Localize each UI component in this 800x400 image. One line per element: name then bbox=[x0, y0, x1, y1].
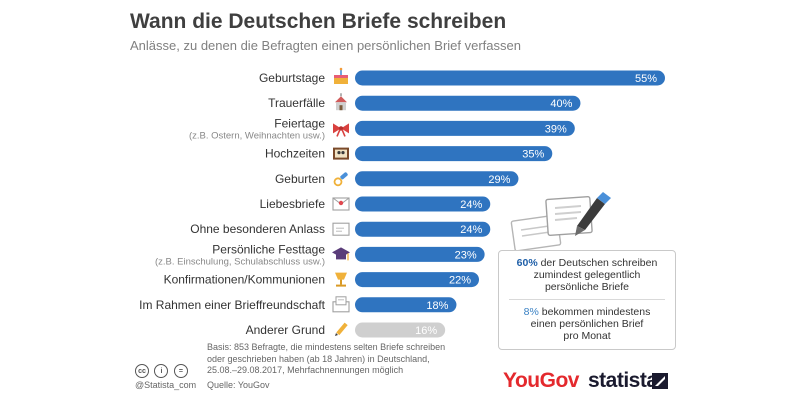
bow-icon bbox=[333, 123, 349, 136]
bar-value-label: 39% bbox=[545, 123, 567, 135]
statista-handle[interactable]: @Statista_com bbox=[135, 380, 196, 390]
category-label: Geburten bbox=[275, 172, 325, 186]
footnote-line-2: oder geschrieben haben (ab 18 Jahren) in… bbox=[207, 354, 430, 364]
category-sublabel: (z.B. Ostern, Weihnachten usw.) bbox=[189, 130, 325, 141]
category-label: Hochzeiten bbox=[265, 147, 325, 161]
callout-text-2a: bekommen mindestens bbox=[542, 306, 651, 318]
callout-pct-1: 60% bbox=[517, 257, 538, 269]
license-icons[interactable]: cc i = bbox=[135, 360, 189, 378]
yougov-logo[interactable]: YouGov bbox=[503, 369, 579, 393]
category-label: Liebesbriefe bbox=[260, 197, 326, 211]
callout-text-1b: zumindest gelegentlich bbox=[534, 269, 641, 281]
wedding-picture-icon bbox=[333, 148, 349, 160]
category-label: Feiertage bbox=[274, 116, 325, 130]
callout-text-1c: persönliche Briefe bbox=[545, 281, 629, 293]
bar-value-label: 55% bbox=[635, 73, 657, 85]
bar-value-label: 22% bbox=[449, 275, 471, 287]
bar-value-label: 23% bbox=[455, 249, 477, 261]
footnote-line-1: Basis: 853 Befragte, die mindestens selt… bbox=[207, 342, 445, 352]
bar bbox=[355, 121, 575, 136]
graduation-cap-icon bbox=[332, 247, 350, 260]
statista-mark-icon bbox=[652, 373, 668, 389]
bar-chart: 55% Geburtstage 40% Trauerfälle 39% Feiertage… bbox=[0, 0, 800, 400]
chalice-icon bbox=[335, 273, 347, 287]
bar bbox=[355, 96, 580, 111]
open-letter-icon bbox=[333, 297, 349, 312]
callout-fact-1: 60% der Deutschen schreiben zumindest ge… bbox=[499, 257, 675, 293]
callout-fact-2: 8% bekommen mindestens einen persönliche… bbox=[499, 306, 675, 342]
envelope-icon bbox=[333, 223, 349, 235]
callout-text-2c: pro Monat bbox=[563, 330, 610, 342]
callout-divider bbox=[509, 299, 665, 300]
bar-value-label: 35% bbox=[522, 149, 544, 161]
callout-text-1a: der Deutschen schreiben bbox=[541, 257, 658, 269]
bar-value-label: 24% bbox=[460, 199, 482, 211]
callout-text-2b: einen persönlichen Brief bbox=[531, 318, 644, 330]
footnote-line-3: 25.08.–29.08.2017, Mehrfachnennungen mög… bbox=[207, 365, 403, 375]
infographic: Wann die Deutschen Briefe schreiben Anlä… bbox=[0, 0, 800, 400]
category-label: Geburtstage bbox=[259, 71, 325, 85]
category-label: Konfirmationen/Kommunionen bbox=[164, 273, 325, 287]
key-facts-callout: 60% der Deutschen schreiben zumindest ge… bbox=[498, 250, 676, 350]
bar-value-label: 16% bbox=[415, 325, 437, 337]
letter-pen-illustration bbox=[505, 190, 620, 255]
footnote: Basis: 853 Befragte, die mindestens selt… bbox=[207, 342, 507, 377]
category-label: Trauerfälle bbox=[268, 96, 325, 110]
pencil-icon bbox=[335, 323, 348, 336]
category-label: Anderer Grund bbox=[246, 323, 325, 337]
category-label: Persönliche Festtage bbox=[212, 242, 325, 256]
bar-value-label: 40% bbox=[550, 98, 572, 110]
cake-icon bbox=[334, 68, 348, 84]
bar-value-label: 18% bbox=[426, 300, 448, 312]
church-icon bbox=[335, 93, 347, 110]
attribution-icon: i bbox=[154, 364, 168, 378]
bar-value-label: 24% bbox=[460, 224, 482, 236]
bar-value-label: 29% bbox=[488, 174, 510, 186]
pacifier-icon bbox=[335, 172, 349, 186]
category-label: Ohne besonderen Anlass bbox=[190, 222, 325, 236]
statista-logo[interactable]: statista bbox=[588, 369, 658, 393]
creative-commons-icon: cc bbox=[135, 364, 149, 378]
category-label: Im Rahmen einer Brieffreundschaft bbox=[139, 298, 326, 312]
callout-pct-2: 8% bbox=[524, 306, 539, 318]
love-letter-icon bbox=[333, 198, 349, 210]
category-sublabel: (z.B. Einschulung, Schulabschluss usw.) bbox=[155, 256, 325, 267]
no-derivatives-icon: = bbox=[174, 364, 188, 378]
bar bbox=[355, 71, 665, 86]
source-note: Quelle: YouGov bbox=[207, 380, 270, 390]
